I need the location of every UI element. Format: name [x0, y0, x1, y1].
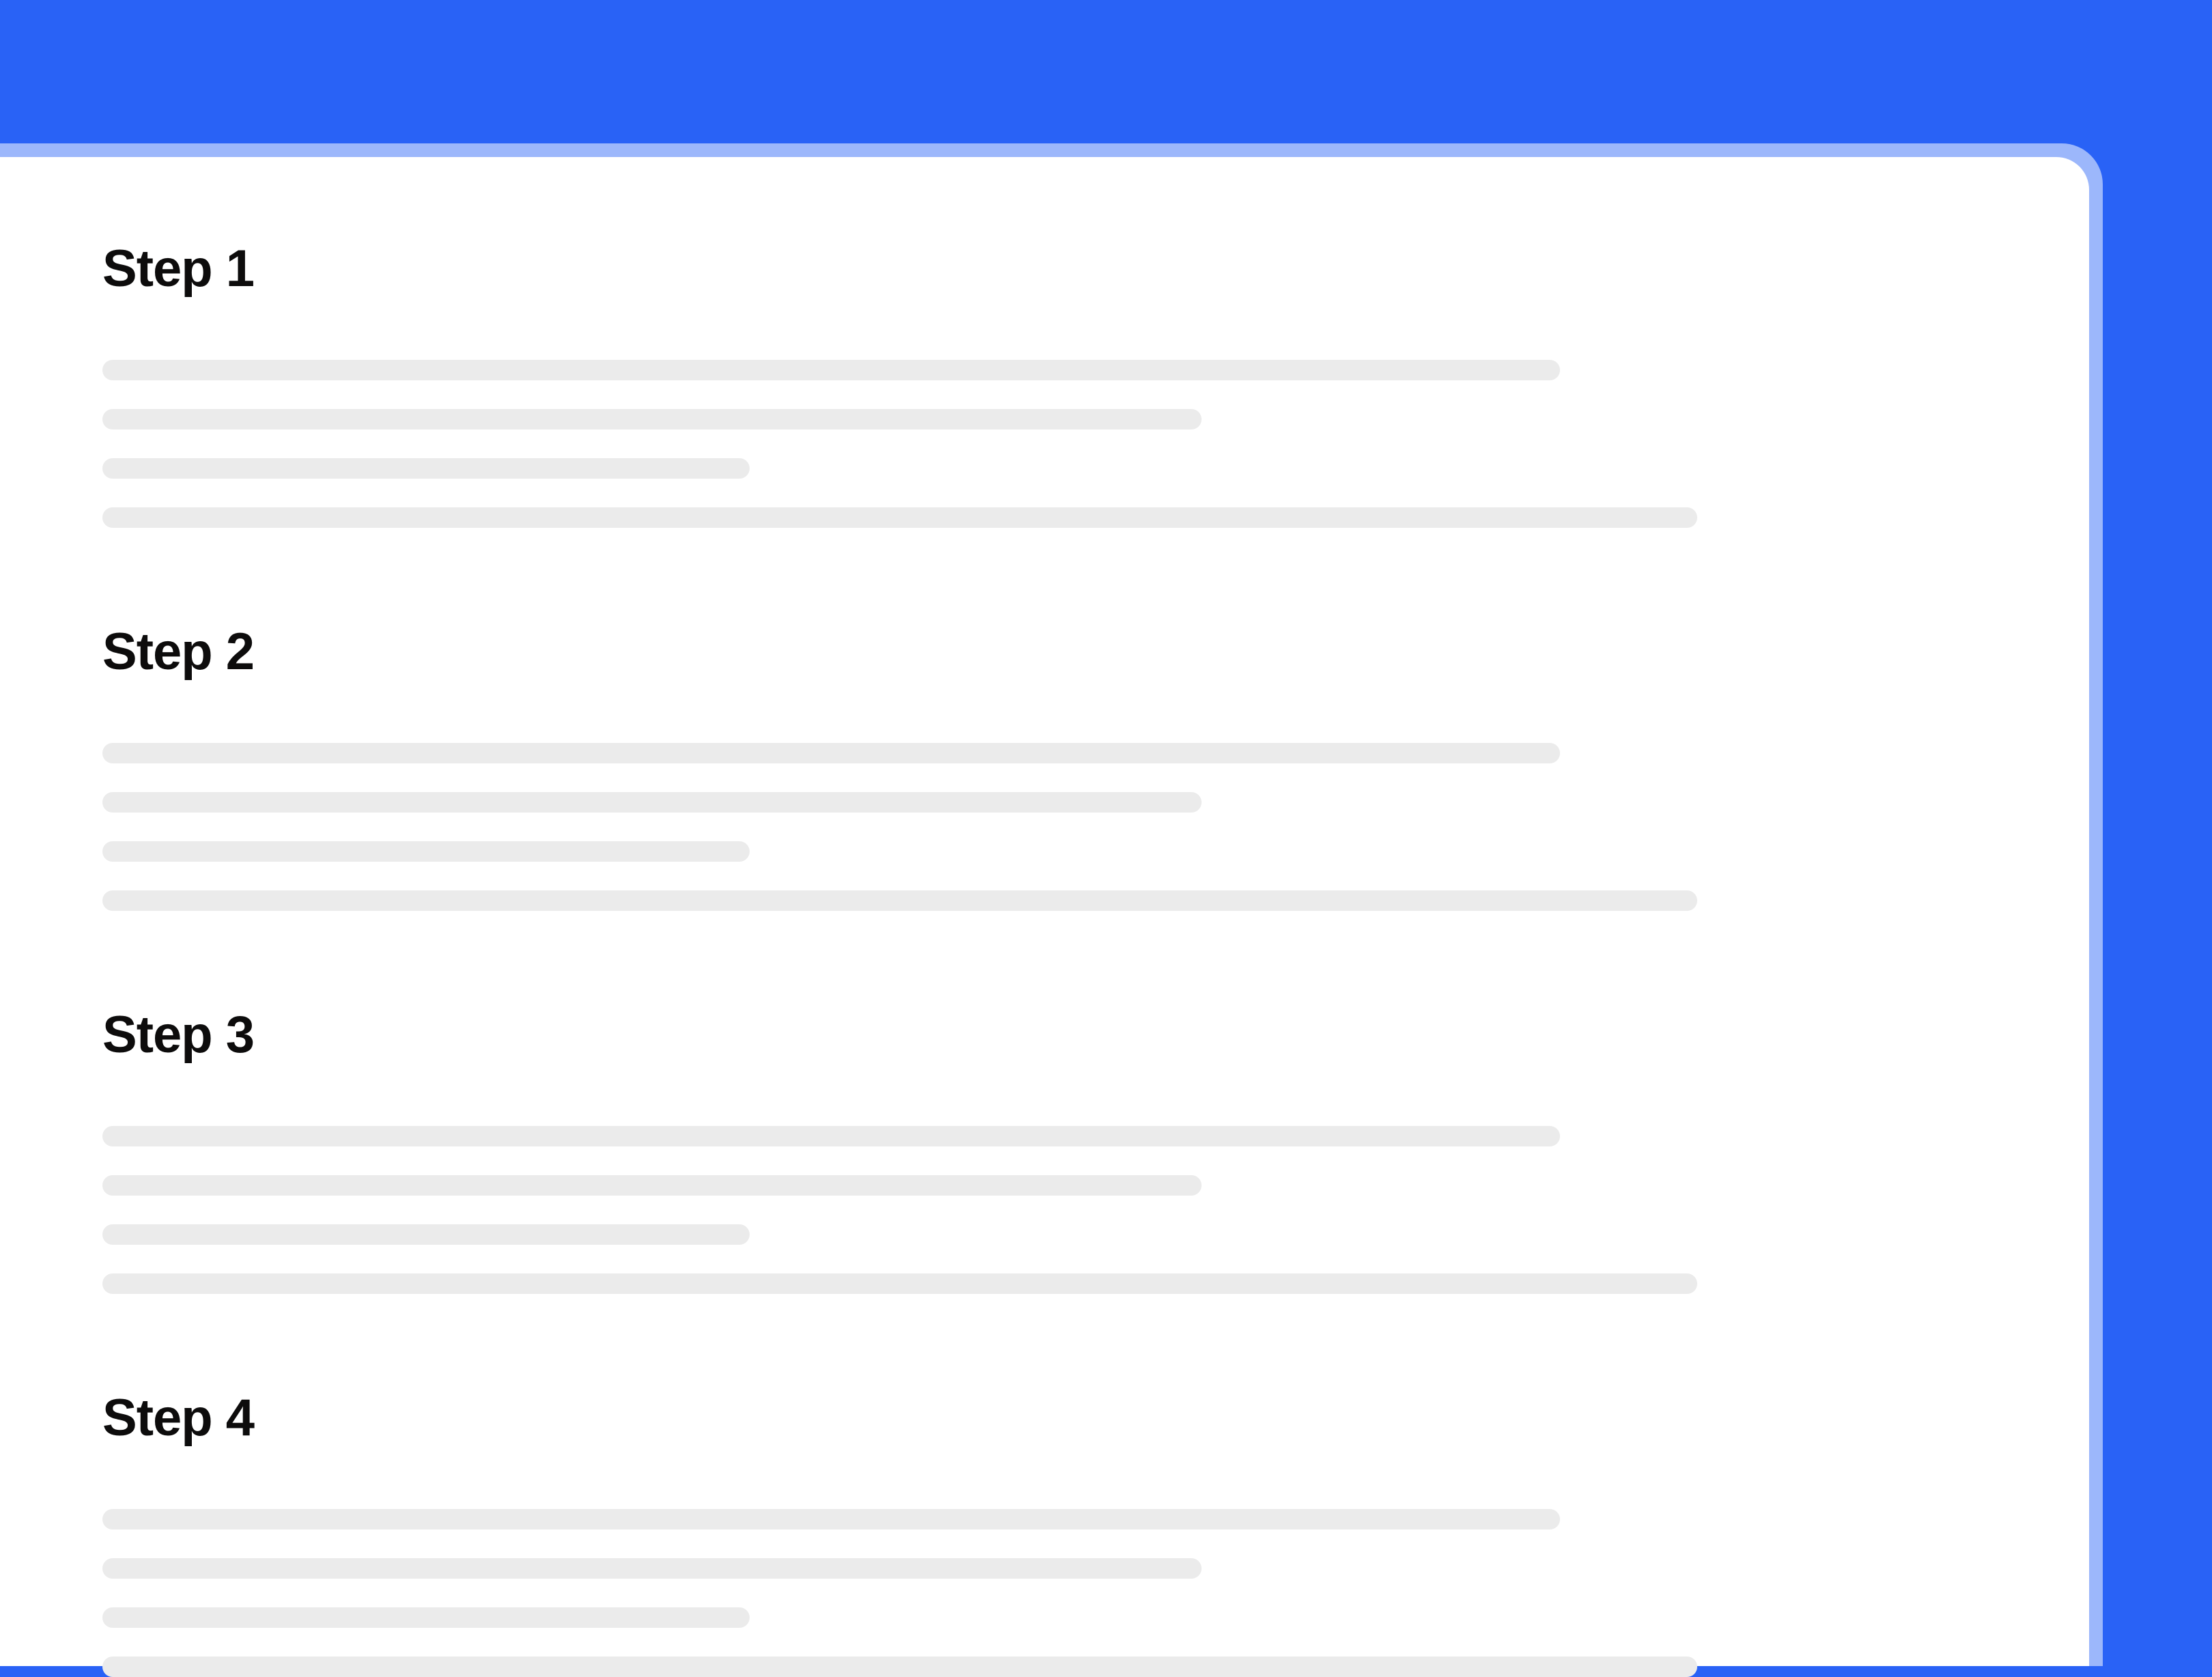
content-panel: Step 1 Step 2 Step 3 Step 4: [0, 157, 2089, 1666]
skeleton-line: [102, 1175, 1202, 1196]
skeleton-line: [102, 1126, 1560, 1146]
skeleton-line: [102, 507, 1697, 528]
skeleton-line: [102, 409, 1202, 429]
skeleton-line: [102, 890, 1697, 911]
skeleton-line: [102, 1558, 1202, 1579]
step-block-2: Step 2: [102, 622, 2089, 911]
skeleton-line: [102, 1509, 1560, 1530]
skeleton-group: [102, 743, 2089, 911]
step-title: Step 3: [102, 1005, 2089, 1065]
skeleton-line: [102, 1273, 1697, 1294]
step-title: Step 4: [102, 1388, 2089, 1448]
skeleton-line: [102, 1224, 750, 1245]
skeleton-group: [102, 1509, 2089, 1677]
step-title: Step 2: [102, 622, 2089, 681]
skeleton-line: [102, 1607, 750, 1628]
step-block-1: Step 1: [102, 239, 2089, 528]
step-block-3: Step 3: [102, 1005, 2089, 1294]
skeleton-line: [102, 360, 1560, 380]
skeleton-group: [102, 1126, 2089, 1294]
skeleton-line: [102, 1657, 1697, 1677]
skeleton-line: [102, 841, 750, 862]
skeleton-line: [102, 743, 1560, 763]
skeleton-line: [102, 792, 1202, 813]
step-title: Step 1: [102, 239, 2089, 298]
step-block-4: Step 4: [102, 1388, 2089, 1677]
skeleton-group: [102, 360, 2089, 528]
skeleton-line: [102, 458, 750, 479]
